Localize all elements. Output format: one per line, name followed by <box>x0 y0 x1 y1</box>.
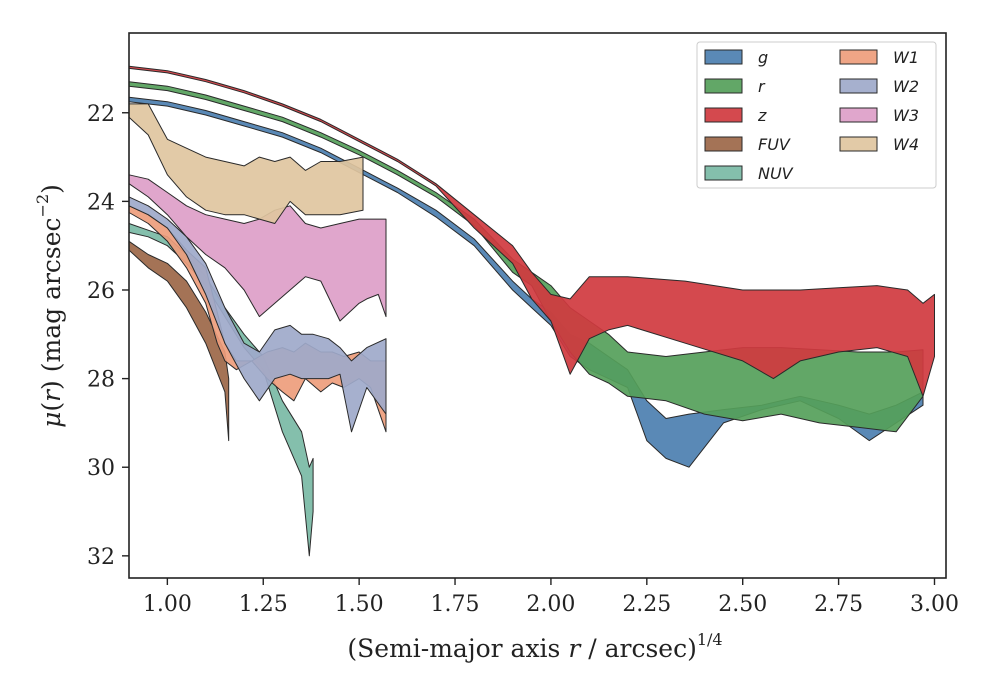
x-tick-label: 2.50 <box>718 592 767 617</box>
legend-label-z: z <box>757 106 767 125</box>
series-layer <box>128 65 935 557</box>
plot-frame <box>128 32 947 579</box>
legend: grz FUV NUV W1 W2 W3 W4 <box>696 41 937 189</box>
legend-swatch-w3 <box>839 107 878 123</box>
y-tick-label: 22 <box>87 102 115 127</box>
y-tick-label: 24 <box>87 190 115 215</box>
legend-label-nuv: NUV <box>758 164 794 183</box>
legend-swatch-z <box>704 107 743 123</box>
x-tick-label: 1.75 <box>431 592 480 617</box>
x-tick-label: 1.00 <box>143 592 192 617</box>
legend-swatch-nuv <box>704 165 743 181</box>
y-tick-label: 28 <box>87 368 115 393</box>
y-tick-label: 30 <box>87 456 115 481</box>
legend-label-g: g <box>758 48 768 67</box>
series-band-z <box>128 65 935 397</box>
x-axis-label: (Semi-major axis r / arcsec)1/4 <box>347 630 722 663</box>
legend-swatch-w1 <box>839 49 878 65</box>
x-tick-label: 2.00 <box>526 592 575 617</box>
legend-label-fuv: FUV <box>758 135 791 154</box>
y-tick-label: 32 <box>87 545 115 570</box>
x-tick-label: 1.50 <box>335 592 384 617</box>
y-tick-label: 26 <box>87 279 115 304</box>
legend-swatch-r <box>704 78 743 94</box>
x-tick-label: 2.25 <box>622 592 671 617</box>
legend-label-w2: W2 <box>893 77 919 96</box>
series-band-g <box>128 96 924 468</box>
legend-swatch-fuv <box>704 136 743 152</box>
series-band-w2 <box>128 196 387 433</box>
series-band-w3 <box>128 174 387 322</box>
legend-swatch-w2 <box>839 78 878 94</box>
legend-swatch-g <box>704 49 743 65</box>
x-tick-label: 2.75 <box>814 592 863 617</box>
x-tick-label: 3.00 <box>910 592 959 617</box>
legend-label-w1: W1 <box>893 48 919 67</box>
legend-label-w4: W4 <box>893 135 919 154</box>
legend-label-w3: W3 <box>893 106 919 125</box>
series-band-fuv <box>128 240 230 442</box>
y-axis-label: μ(r) (mag arcsec−2) <box>33 184 66 428</box>
series-band-w4 <box>128 103 364 224</box>
x-tick-label: 1.25 <box>239 592 288 617</box>
legend-swatch-w4 <box>839 136 878 152</box>
legend-label-r: r <box>758 77 766 96</box>
ticks-layer: 1.00 1.25 1.50 1.75 2.00 2.25 2.50 2.75 3.00 22 24… <box>87 102 959 617</box>
